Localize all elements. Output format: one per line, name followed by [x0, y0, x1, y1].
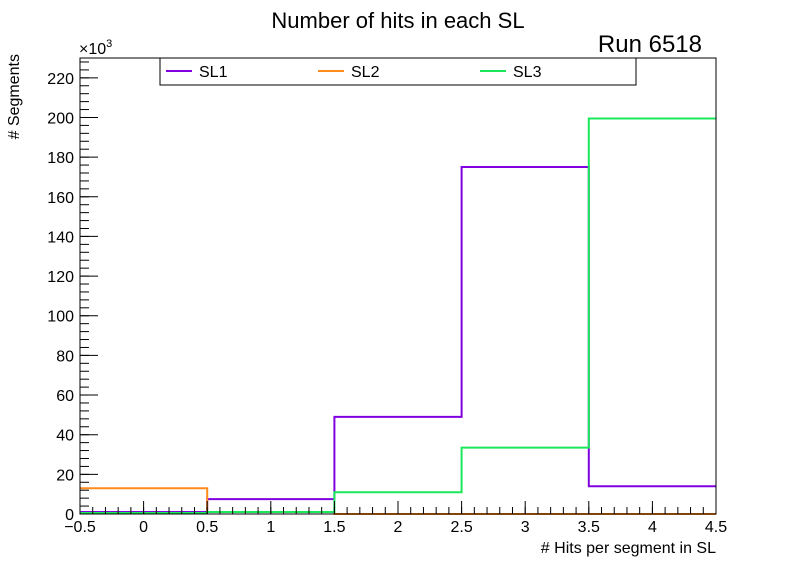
- y-tick-label: 100: [47, 309, 74, 326]
- y-tick-label: 160: [47, 190, 74, 207]
- plot-frame: [79, 57, 717, 515]
- x-tick-label: 4.5: [705, 519, 727, 536]
- series-line-sl3: [80, 117, 716, 514]
- legend-label-sl3: SL3: [513, 64, 542, 81]
- y-tick-label: 20: [56, 467, 74, 484]
- x-tick-label: 1.5: [323, 519, 345, 536]
- y-tick-label: 60: [56, 388, 74, 405]
- x-tick-label: 3.5: [578, 519, 600, 536]
- y-tick-label: 80: [56, 348, 74, 365]
- run-annotation: Run 6518: [598, 31, 702, 58]
- legend: SL1 SL2 SL3: [159, 57, 637, 86]
- y-tick-label: 0: [65, 507, 74, 524]
- y-tick-label: 140: [47, 229, 74, 246]
- x-axis-label: # Hits per segment in SL: [541, 540, 716, 557]
- legend-label-sl1: SL1: [199, 64, 228, 81]
- series-line-sl1: [80, 166, 716, 513]
- x-tick-label: 4: [648, 519, 657, 536]
- y-exponent-power: 3: [106, 38, 112, 50]
- x-tick-label: 0: [139, 519, 148, 536]
- y-axis-label: # Segments: [6, 54, 23, 139]
- series-layer: [80, 117, 716, 515]
- y-exponent-base: ×10: [79, 41, 106, 58]
- x-tick-label: 1: [266, 519, 275, 536]
- x-tick-label: −0.5: [64, 519, 96, 536]
- x-tick-label: 0.5: [196, 519, 218, 536]
- y-tick-label: 120: [47, 269, 74, 286]
- y-tick-label: 200: [47, 110, 74, 127]
- x-tick-label: 3: [521, 519, 530, 536]
- y-tick-label: 180: [47, 150, 74, 167]
- x-tick-label: 2.5: [450, 519, 472, 536]
- legend-box: [159, 57, 637, 86]
- chart-title: Number of hits in each SL: [271, 8, 524, 33]
- y-tick-label: 40: [56, 428, 74, 445]
- ticks-layer: −0.5 0 0.5 1 1.5 2 2.5 3 3.5 4 4.50204060801001201…: [47, 61, 727, 536]
- legend-entries: SL1 SL2 SL3: [166, 64, 542, 81]
- y-tick-label: 220: [47, 71, 74, 88]
- y-exponent-label: ×103: [79, 38, 112, 58]
- legend-label-sl2: SL2: [351, 64, 380, 81]
- x-tick-label: 2: [394, 519, 403, 536]
